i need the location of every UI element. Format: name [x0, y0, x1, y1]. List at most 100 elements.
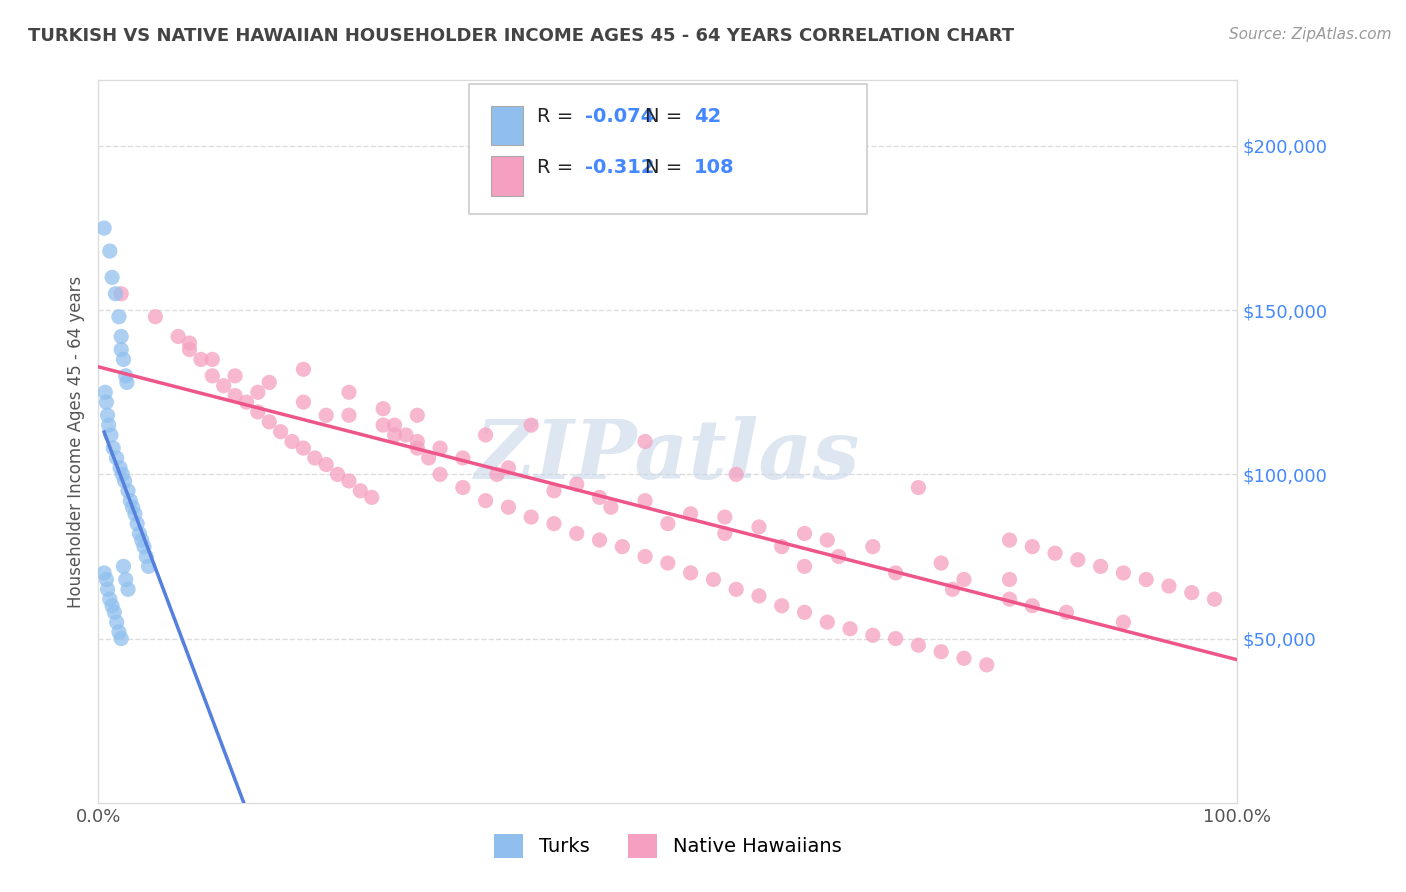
Point	[105, 450, 128, 465]
Point	[131, 533, 153, 547]
Point	[1021, 540, 1043, 554]
Point	[212, 378, 235, 392]
Point	[588, 533, 610, 547]
Point	[998, 533, 1021, 547]
Point	[114, 573, 136, 587]
Point	[679, 566, 702, 580]
Point	[190, 352, 212, 367]
Point	[315, 458, 337, 472]
Point	[543, 516, 565, 531]
Point	[429, 441, 451, 455]
Text: R =: R =	[537, 107, 579, 126]
Text: TURKISH VS NATIVE HAWAIIAN HOUSEHOLDER INCOME AGES 45 - 64 YEARS CORRELATION CHA: TURKISH VS NATIVE HAWAIIAN HOUSEHOLDER I…	[28, 27, 1014, 45]
Point	[929, 645, 952, 659]
Point	[1067, 553, 1090, 567]
Point	[115, 376, 138, 390]
Point	[337, 385, 360, 400]
Point	[1181, 585, 1204, 599]
Point	[929, 556, 952, 570]
Point	[406, 409, 429, 423]
Point	[292, 395, 315, 409]
Point	[105, 615, 128, 630]
Point	[725, 467, 748, 482]
Point	[474, 428, 496, 442]
Point	[246, 385, 269, 400]
Point	[1135, 573, 1157, 587]
FancyBboxPatch shape	[468, 84, 868, 214]
Point	[371, 418, 394, 433]
Point	[998, 592, 1021, 607]
Point	[201, 352, 224, 367]
Point	[259, 376, 281, 390]
Point	[714, 510, 737, 524]
Point	[120, 493, 142, 508]
Point	[770, 540, 793, 554]
Text: Source: ZipAtlas.com: Source: ZipAtlas.com	[1229, 27, 1392, 42]
Point	[384, 418, 406, 433]
Point	[96, 409, 118, 423]
Point	[103, 605, 125, 619]
Point	[634, 493, 657, 508]
Text: N =: N =	[645, 107, 689, 126]
Point	[884, 632, 907, 646]
Point	[1157, 579, 1180, 593]
Point	[326, 467, 349, 482]
Point	[1112, 566, 1135, 580]
Point	[520, 418, 543, 433]
Y-axis label: Householder Income Ages 45 - 64 years: Householder Income Ages 45 - 64 years	[66, 276, 84, 607]
Point	[124, 507, 146, 521]
Point	[1112, 615, 1135, 630]
Point	[224, 368, 246, 383]
Point	[748, 589, 770, 603]
Point	[145, 310, 167, 324]
Point	[976, 657, 998, 672]
Point	[114, 474, 136, 488]
Point	[127, 516, 149, 531]
Point	[96, 395, 118, 409]
Point	[97, 418, 120, 433]
Text: 108: 108	[695, 158, 735, 177]
Point	[259, 415, 281, 429]
Point	[100, 428, 122, 442]
Point	[167, 329, 190, 343]
Point	[600, 500, 623, 515]
Point	[725, 582, 748, 597]
Point	[292, 441, 315, 455]
Point	[770, 599, 793, 613]
Point	[815, 533, 838, 547]
Point	[349, 483, 371, 498]
Point	[135, 549, 157, 564]
Point	[292, 362, 315, 376]
Point	[104, 286, 127, 301]
Point	[179, 343, 201, 357]
Point	[112, 559, 135, 574]
Point	[474, 493, 496, 508]
Point	[565, 477, 588, 491]
Point	[406, 441, 429, 455]
Point	[907, 481, 929, 495]
Point	[201, 368, 224, 383]
Point	[108, 310, 131, 324]
FancyBboxPatch shape	[491, 105, 523, 145]
Point	[111, 467, 134, 482]
Text: R =: R =	[537, 158, 579, 177]
Point	[110, 329, 132, 343]
Point	[337, 474, 360, 488]
Point	[714, 526, 737, 541]
Point	[406, 434, 429, 449]
Point	[451, 481, 474, 495]
Point	[451, 450, 474, 465]
Point	[395, 428, 418, 442]
Point	[110, 286, 132, 301]
Point	[907, 638, 929, 652]
Point	[498, 500, 520, 515]
Point	[103, 441, 125, 455]
Point	[815, 615, 838, 630]
Point	[588, 491, 610, 505]
Point	[953, 573, 976, 587]
Point	[679, 507, 702, 521]
Point	[93, 566, 115, 580]
Point	[246, 405, 269, 419]
Point	[998, 573, 1021, 587]
Point	[132, 540, 155, 554]
